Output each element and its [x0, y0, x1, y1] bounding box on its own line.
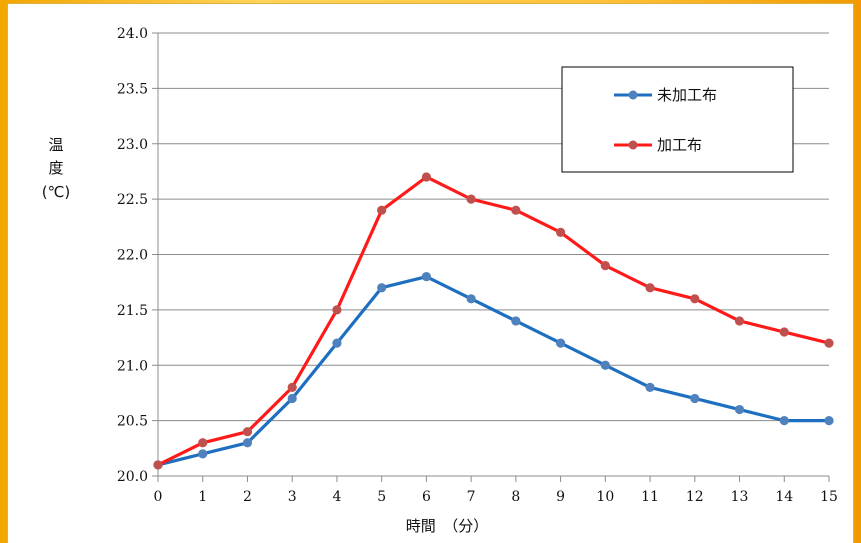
data-point: [556, 227, 566, 237]
y-tick-label: 23.0: [117, 137, 148, 153]
data-point: [198, 438, 208, 448]
x-tick-label: 15: [820, 489, 838, 505]
series-2: [153, 172, 834, 470]
data-point: [287, 393, 297, 404]
x-tick-label: 5: [377, 489, 386, 505]
data-point: [556, 338, 566, 348]
data-point: [466, 294, 476, 304]
data-point: [287, 382, 297, 392]
data-point: [511, 316, 521, 326]
data-series: [153, 172, 834, 470]
x-tick-label: 9: [556, 489, 565, 505]
y-tick-label: 20.5: [117, 414, 148, 430]
data-point: [600, 260, 610, 271]
data-point: [690, 393, 700, 404]
legend-marker-series-2: [628, 140, 638, 150]
data-point: [421, 272, 431, 282]
y-tick-label: 21.5: [117, 303, 148, 319]
x-axis-label: 時間 （分）: [406, 517, 489, 535]
data-point: [645, 382, 655, 392]
data-point: [421, 172, 431, 182]
data-point: [153, 460, 163, 470]
y-axis-ticks: 20.0 20.5 21.0 21.5 22.0 22.5 23.0 23.5 24.0: [117, 26, 158, 485]
x-tick-label: 8: [511, 489, 520, 505]
legend: 未加工布 加工布: [561, 66, 794, 173]
data-point: [734, 404, 745, 415]
data-point: [242, 427, 253, 437]
y-axis-label-line-1: 温: [48, 136, 63, 154]
x-tick-label: 6: [422, 489, 431, 505]
data-point: [824, 416, 834, 426]
y-tick-label: 23.5: [117, 81, 148, 97]
data-point: [377, 283, 387, 293]
data-point: [332, 338, 342, 348]
x-tick-label: 7: [467, 489, 476, 505]
data-point: [690, 294, 700, 304]
series-1: [153, 272, 834, 470]
legend-label-series-2: 加工布: [657, 136, 702, 154]
series-line: [157, 275, 829, 467]
x-tick-label: 14: [775, 489, 793, 505]
data-point: [242, 438, 253, 448]
x-tick-label: 13: [731, 489, 749, 505]
y-tick-label: 22.5: [117, 192, 148, 208]
x-tick-label: 1: [198, 489, 207, 505]
data-point: [600, 360, 610, 370]
x-tick-label: 2: [243, 489, 252, 505]
x-axis-ticks: 0 1 2 3 4 5 6 7 8 9 10 11 12 13 14 15: [154, 476, 838, 505]
data-point: [377, 205, 387, 215]
y-tick-label: 20.0: [117, 469, 148, 485]
y-tick-label: 21.0: [117, 358, 148, 374]
x-tick-label: 10: [596, 489, 614, 505]
data-point: [466, 194, 476, 204]
series-line: [157, 175, 830, 467]
y-tick-label: 24.0: [117, 26, 148, 42]
x-tick-label: 4: [332, 489, 341, 505]
x-tick-label: 3: [288, 489, 297, 505]
data-point: [198, 449, 208, 459]
y-axis-label-line-3: (℃): [42, 183, 71, 201]
data-point: [734, 316, 745, 326]
data-point: [511, 205, 521, 215]
data-point: [779, 416, 789, 426]
data-point: [645, 283, 655, 293]
y-tick-label: 22.0: [117, 248, 148, 264]
legend-marker-series-1: [628, 90, 638, 100]
legend-box: [561, 66, 794, 173]
y-axis-label-line-2: 度: [48, 159, 63, 177]
data-point: [779, 327, 789, 337]
data-point: [332, 305, 342, 315]
legend-label-series-1: 未加工布: [657, 86, 717, 104]
x-tick-label: 0: [154, 489, 163, 505]
x-tick-label: 12: [686, 489, 704, 505]
data-point: [824, 338, 834, 348]
x-tick-label: 11: [641, 489, 659, 505]
